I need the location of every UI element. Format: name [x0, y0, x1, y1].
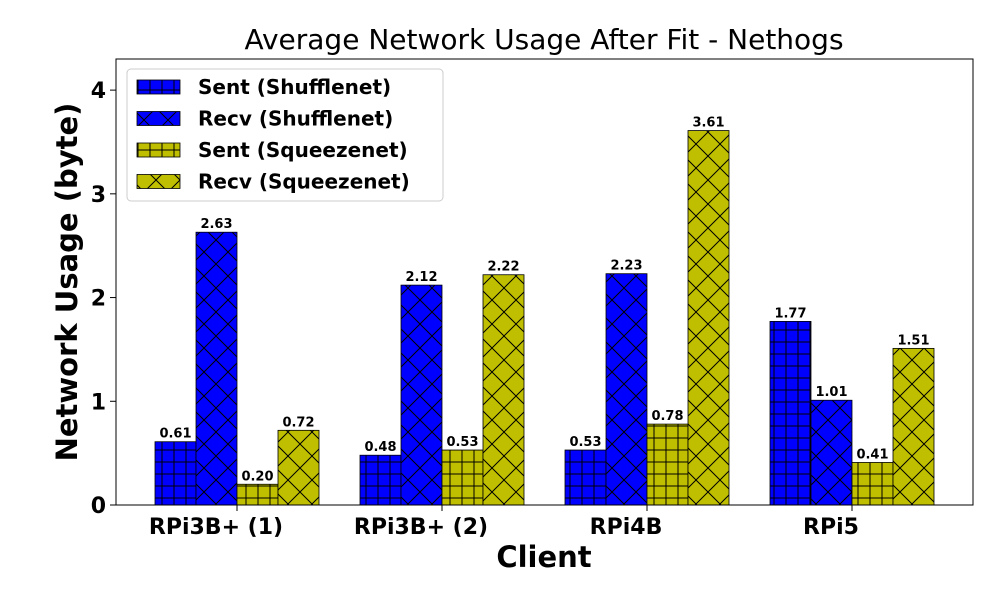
data-label: 1.51 [897, 333, 929, 348]
y-axis-label: Network Usage (byte) [50, 103, 84, 462]
legend-swatch [136, 142, 181, 158]
data-label: 2.63 [200, 217, 232, 232]
data-label: 0.53 [446, 435, 478, 450]
legend-item: Sent (Squeezenet) [136, 138, 408, 162]
legend-label: Recv (Squeezenet) [198, 170, 410, 194]
legend-swatch [136, 79, 181, 95]
bar [400, 284, 443, 506]
bar [605, 273, 648, 506]
legend-label: Recv (Shufflenet) [198, 107, 393, 131]
bar [277, 429, 320, 506]
bar-hatch [236, 483, 279, 506]
data-label: 0.53 [569, 435, 601, 450]
bar-hatch [441, 449, 484, 506]
bar-hatch [810, 399, 853, 506]
bar-hatch [687, 130, 730, 506]
bar-hatch [359, 454, 402, 506]
legend: Sent (Shufflenet) Recv (Shufflenet) Sent (… [126, 68, 444, 202]
data-label: 2.12 [405, 270, 437, 285]
bar [195, 231, 238, 506]
y-axis-ticks: 0 1 2 3 4 [91, 79, 116, 519]
bar-hatch [605, 273, 648, 506]
bar-hatch [646, 423, 689, 506]
legend-swatch [136, 111, 181, 126]
data-label: 0.20 [241, 469, 273, 484]
legend-box [126, 68, 444, 202]
legend-label: Sent (Squeezenet) [198, 138, 408, 162]
data-labels-layer: 0.61 0.48 0.53 1.77 2.63 2.12 2.23 1.01 0.20 0.53… [159, 116, 929, 485]
bar [810, 399, 853, 506]
y-tick-label: 2 [91, 287, 106, 312]
x-axis-ticks: RPi3B+ (1) RPi3B+ (2) RPi4B RPi5 [149, 505, 859, 540]
bars-layer [154, 130, 935, 506]
x-tick-label: RPi3B+ (1) [149, 515, 283, 540]
legend-item: Recv (Squeezenet) [136, 170, 410, 194]
legend-item: Sent (Shufflenet) [136, 75, 391, 99]
bar-hatch [195, 231, 238, 506]
data-label: 0.72 [282, 415, 314, 430]
bar [646, 423, 689, 506]
bar-hatch [277, 429, 320, 506]
y-tick-label: 0 [91, 494, 106, 519]
bar [154, 441, 197, 506]
x-axis-label: Client [496, 540, 591, 574]
bar-hatch [482, 274, 525, 506]
data-label: 2.22 [487, 260, 519, 275]
data-label: 1.01 [815, 385, 847, 400]
legend-label: Sent (Shufflenet) [198, 75, 391, 99]
bar-hatch [851, 462, 894, 506]
data-label: 3.61 [692, 116, 724, 131]
bar-hatch [564, 449, 607, 506]
data-label: 0.41 [856, 447, 888, 462]
y-tick-label: 3 [91, 183, 106, 208]
data-label: 0.78 [651, 409, 683, 424]
bar-hatch [892, 347, 935, 506]
legend-item: Recv (Shufflenet) [136, 107, 393, 131]
bar [769, 321, 812, 506]
bar-hatch [154, 441, 197, 506]
x-tick-label: RPi4B [590, 515, 663, 540]
bar [359, 454, 402, 506]
data-label: 2.23 [610, 259, 642, 274]
plot-frame [115, 58, 974, 506]
bar [892, 347, 935, 506]
x-tick-label: RPi5 [803, 515, 859, 540]
data-label: 0.61 [159, 427, 191, 442]
x-tick-label: RPi3B+ (2) [354, 515, 488, 540]
chart-title: Average Network Usage After Fit - Nethog… [244, 23, 843, 56]
legend-swatch [136, 174, 181, 189]
bar [482, 274, 525, 506]
y-tick-label: 4 [91, 79, 106, 104]
data-label: 1.77 [774, 306, 806, 321]
y-tick-label: 1 [91, 390, 106, 415]
bar [564, 449, 607, 506]
bar-hatch [769, 321, 812, 506]
bar [441, 449, 484, 506]
bar [687, 130, 730, 506]
bar [236, 483, 279, 506]
bar-hatch [400, 284, 443, 506]
bar [851, 462, 894, 506]
data-label: 0.48 [364, 440, 396, 455]
